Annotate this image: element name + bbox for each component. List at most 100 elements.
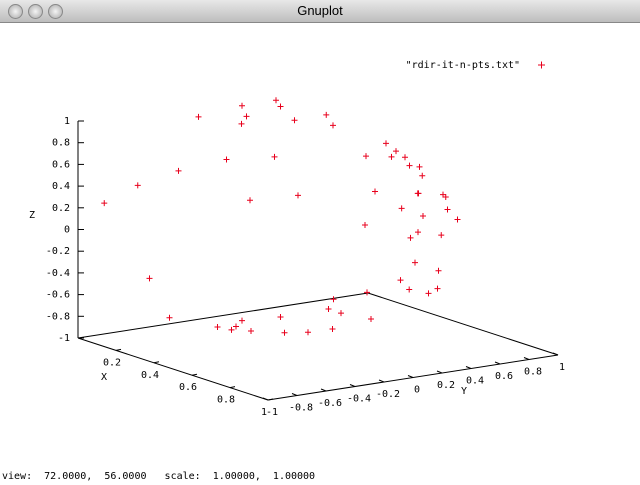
base-edge <box>77 337 269 401</box>
title-bar: Gnuplot <box>0 0 640 23</box>
point <box>402 154 408 161</box>
point <box>364 289 370 296</box>
point <box>277 103 284 110</box>
y-tick-label: 0.6 <box>495 371 513 382</box>
z-tick-label: -0.4 <box>46 268 70 279</box>
y-tick <box>523 357 530 360</box>
y-tick <box>494 361 501 365</box>
point <box>397 277 404 284</box>
point <box>372 188 378 195</box>
point <box>273 97 279 104</box>
y-axis-label: Y <box>461 386 467 397</box>
close-button[interactable] <box>8 4 23 19</box>
base-edge <box>77 292 369 339</box>
window-title: Gnuplot <box>297 3 343 18</box>
x-tick-label: 0.8 <box>217 395 235 406</box>
point <box>338 310 344 317</box>
point <box>415 229 421 236</box>
y-tick-label: -0.2 <box>376 389 400 400</box>
z-tick-label: -1 <box>58 333 70 344</box>
base-edge <box>367 292 559 356</box>
point <box>406 162 413 169</box>
z-tick-label: -0.8 <box>46 311 70 322</box>
point <box>166 314 173 321</box>
point <box>412 259 418 266</box>
point <box>425 290 432 297</box>
x-tick-label: 0.2 <box>103 357 121 368</box>
point <box>248 328 254 335</box>
y-tick <box>407 375 414 378</box>
point <box>383 140 389 147</box>
point <box>330 296 337 303</box>
y-tick-label: -0.6 <box>318 398 342 409</box>
y-tick <box>378 379 385 383</box>
legend-marker <box>538 61 545 69</box>
point <box>305 329 311 336</box>
y-tick-label: 1 <box>559 362 565 373</box>
point <box>407 234 414 241</box>
x-tick-label: 0.4 <box>141 370 159 381</box>
chart: -1 -0.8 -0.6 -0.4 -0.2 0 0.2 0.4 0.6 0.8 1 0.2 0.4 0.… <box>29 60 565 418</box>
x-tick-label: 0.6 <box>179 382 197 393</box>
point <box>362 221 368 228</box>
point <box>440 191 446 198</box>
z-tick-label: 0 <box>64 225 70 236</box>
zoom-button[interactable] <box>48 4 63 19</box>
point <box>388 153 395 160</box>
point <box>393 148 399 155</box>
y-tick-label: 0.2 <box>437 380 455 391</box>
z-tick-label: 0.8 <box>52 138 70 149</box>
point <box>330 122 336 129</box>
x-tick <box>229 386 236 389</box>
point <box>101 200 108 207</box>
point <box>435 267 442 274</box>
point <box>233 323 239 330</box>
y-tick <box>552 352 559 356</box>
point <box>146 275 153 282</box>
z-tick-label: -0.6 <box>46 290 70 301</box>
y-tick-label: -0.4 <box>347 394 371 405</box>
z-tick-label: 0.6 <box>52 159 70 170</box>
point <box>416 163 423 170</box>
x-tick <box>267 398 274 401</box>
y-tick <box>465 366 472 369</box>
point <box>363 153 369 160</box>
y-tick-label: 0.4 <box>466 376 484 387</box>
point <box>323 111 330 118</box>
point <box>291 117 298 124</box>
z-tick-label: 0.4 <box>52 181 70 192</box>
point <box>444 206 451 213</box>
point <box>247 197 253 204</box>
x-axis-label: X <box>101 372 107 383</box>
point <box>277 314 284 321</box>
point <box>434 285 441 292</box>
y-tick <box>291 393 298 396</box>
point <box>239 102 245 109</box>
z-tick-label: -0.2 <box>46 246 70 257</box>
point <box>415 190 422 197</box>
z-tick-label: 1 <box>64 116 70 127</box>
point <box>325 305 332 312</box>
point <box>271 153 278 160</box>
x-tick <box>153 361 160 364</box>
point <box>238 120 245 127</box>
point <box>223 156 230 163</box>
y-tick-label: -1 <box>266 407 278 418</box>
point <box>243 113 250 120</box>
y-tick <box>436 370 443 374</box>
point <box>134 182 141 189</box>
y-tick <box>320 388 327 392</box>
x-tick-label: 1 <box>261 407 267 418</box>
minimize-button[interactable] <box>28 4 43 19</box>
y-tick-label: 0 <box>414 385 420 396</box>
legend-label: "rdir-it-n-pts.txt" <box>406 60 520 71</box>
point <box>195 113 202 120</box>
z-axis-label: Z <box>29 210 35 221</box>
y-tick-label: 0.8 <box>524 367 542 378</box>
point <box>214 324 221 331</box>
x-tick <box>191 373 198 376</box>
point <box>228 326 235 333</box>
status-bar: view: 72.0000, 56.0000 scale: 1.00000, 1… <box>2 471 316 482</box>
point <box>398 205 405 212</box>
